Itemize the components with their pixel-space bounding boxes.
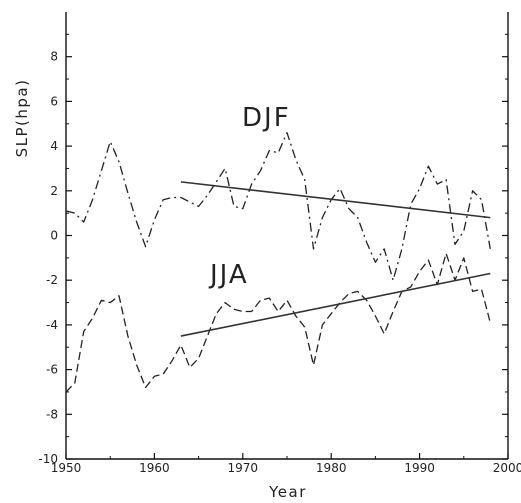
x-tick-label: 1960 [139, 461, 170, 475]
y-tick-label: 0 [50, 229, 58, 243]
annotation-jja: JJA [208, 260, 249, 290]
plot-area-frame [65, 12, 509, 460]
y-tick-label: -2 [46, 273, 58, 287]
y-tick-label: -10 [38, 452, 58, 466]
series-line-djf [65, 132, 491, 281]
y-tick-label: -8 [46, 407, 58, 421]
series-line-jja [65, 252, 491, 393]
x-tick-label: 1980 [316, 461, 347, 475]
trend-line-djf [180, 181, 491, 219]
x-tick-label: 1950 [51, 461, 82, 475]
x-tick-label: 2000 [493, 461, 521, 475]
x-axis-title: Year [268, 483, 307, 501]
y-tick-label: -4 [46, 318, 58, 332]
x-tick-label: 1970 [228, 461, 259, 475]
y-tick-label: 6 [50, 94, 58, 108]
y-tick-label: 2 [50, 184, 58, 198]
y-tick-label: 4 [50, 139, 58, 153]
trend-line-layer [180, 181, 491, 337]
axis-ticks: -10 -8 -6 -4 -2 0 2 4 6 8 1950 1960 1970 1980 1990 2000 [38, 33, 521, 475]
y-axis-title: SLP(hpa) [13, 79, 31, 158]
trend-line-jja [180, 272, 491, 337]
y-tick-label: -6 [46, 363, 58, 377]
annotation-djf: DJF [242, 103, 291, 133]
y-tick-label: 8 [50, 50, 58, 64]
series-layer [65, 132, 491, 393]
x-tick-label: 1990 [404, 461, 435, 475]
